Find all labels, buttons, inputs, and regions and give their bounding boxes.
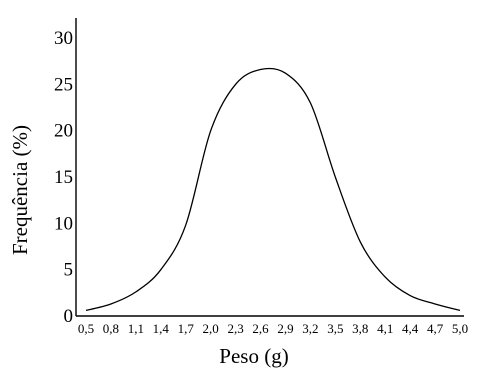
- y-tick-label: 15: [54, 167, 73, 188]
- x-tick-label: 4,1: [377, 321, 393, 336]
- x-tick-label: 2,6: [252, 321, 269, 336]
- y-tick-label: 30: [54, 28, 73, 49]
- x-axis-label: Peso (g): [219, 344, 288, 368]
- x-tick-label: 1,1: [128, 321, 144, 336]
- y-tick-label: 20: [54, 121, 73, 142]
- x-tick-label: 2,0: [203, 321, 219, 336]
- x-tick-labels: 0,5 0,8 1,1 1,4 1,7 2,0 2,3 2,6 2,9 3,2 3,5 3,8 4,1 4…: [78, 321, 468, 336]
- x-tick-label: 4,4: [402, 321, 419, 336]
- y-axis-label: Frequência (%): [8, 125, 32, 255]
- series-line: [85, 67, 461, 312]
- x-tick-label: 1,4: [153, 321, 170, 336]
- x-tick-label: 3,5: [327, 321, 343, 336]
- y-tick-label: 25: [54, 74, 73, 95]
- y-tick-label: 10: [54, 213, 73, 234]
- x-tick-label: 5,0: [452, 321, 468, 336]
- x-tick-label: 0,8: [103, 321, 119, 336]
- data-points: [85, 69, 461, 312]
- y-tick-label: 5: [64, 260, 74, 281]
- y-tick-labels: 0 5 10 15 20 25 30: [54, 28, 73, 327]
- x-tick-label: 1,7: [178, 321, 195, 336]
- x-tick-label: 2,3: [227, 321, 243, 336]
- x-tick-label: 2,9: [277, 321, 293, 336]
- y-tick-label: 0: [64, 306, 74, 327]
- x-tick-label: 3,8: [352, 321, 368, 336]
- x-tick-label: 0,5: [78, 321, 94, 336]
- x-tick-label: 3,2: [302, 321, 318, 336]
- x-tick-label: 4,7: [427, 321, 444, 336]
